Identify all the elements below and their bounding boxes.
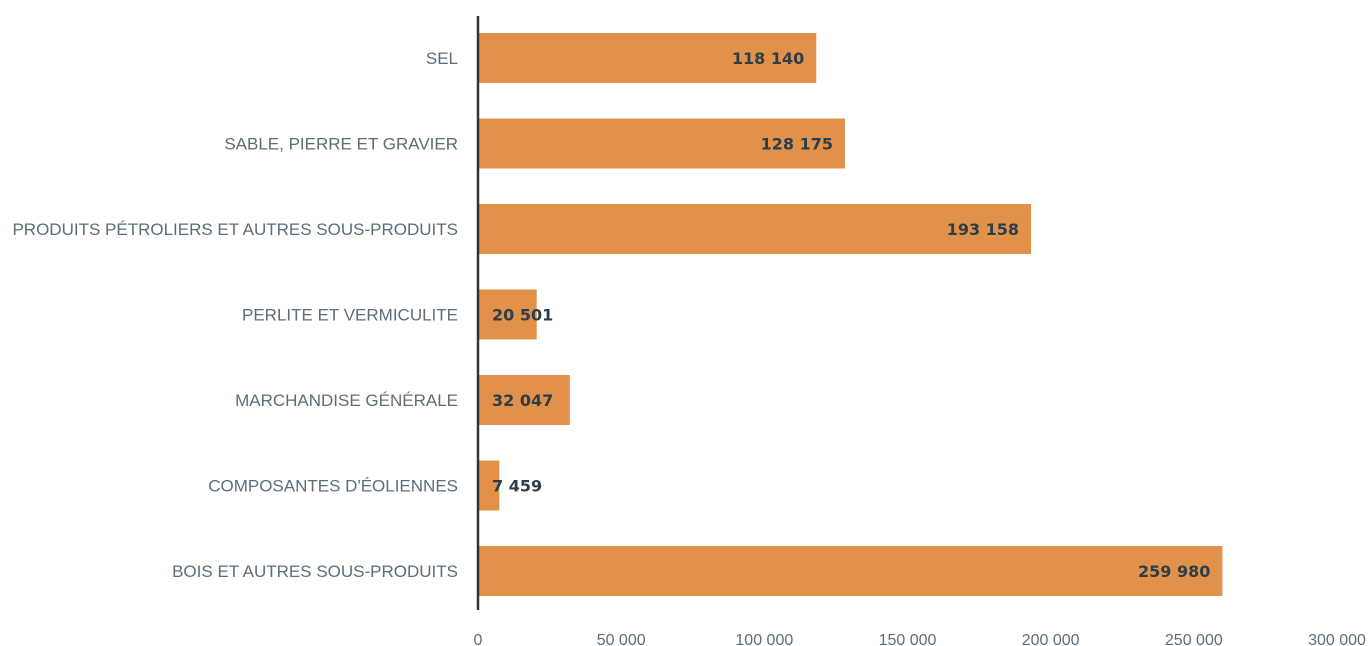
category-label: PRODUITS PÉTROLIERS ET AUTRES SOUS-PRODU… — [12, 220, 458, 239]
data-label: 259 980 — [1138, 562, 1210, 581]
bar — [478, 460, 500, 511]
data-label: 193 158 — [947, 220, 1019, 239]
data-label: 32 047 — [492, 391, 553, 410]
data-label: 7 459 — [492, 477, 542, 496]
bar — [478, 289, 537, 340]
x-tick-label: 0 — [474, 632, 483, 646]
category-label: MARCHANDISE GÉNÉRALE — [235, 391, 458, 410]
category-labels-group: SEL SABLE, PIERRE ET GRAVIER PRODUITS PÉTR… — [12, 49, 458, 581]
category-label: COMPOSANTES D'ÉOLIENNES — [208, 477, 458, 496]
data-labels-group: 118 140 128 175 193 158 20 501 32 047 7 459 25… — [492, 49, 1210, 581]
bars-group — [478, 33, 1223, 596]
x-tick-label: 100 000 — [735, 632, 793, 646]
category-label: SEL — [426, 49, 458, 68]
category-label: PERLITE ET VERMICULITE — [242, 306, 458, 325]
x-tick-label: 250 000 — [1165, 632, 1223, 646]
x-tick-label: 200 000 — [1022, 632, 1080, 646]
category-label: BOIS ET AUTRES SOUS-PRODUITS — [172, 562, 458, 581]
category-label: SABLE, PIERRE ET GRAVIER — [224, 135, 458, 154]
x-tick-label: 150 000 — [879, 632, 937, 646]
data-label: 20 501 — [492, 306, 553, 325]
bar — [478, 33, 817, 83]
x-tick-label: 50 000 — [597, 632, 646, 646]
x-axis-ticks-group: 0 50 000 100 000 150 000 200 000 250 000 300 0… — [474, 632, 1366, 646]
data-label: 118 140 — [732, 49, 804, 68]
bar — [478, 546, 1223, 596]
data-label: 128 175 — [761, 135, 833, 154]
bar — [478, 375, 570, 425]
bar — [478, 118, 846, 169]
x-tick-label: 300 000 — [1308, 632, 1366, 646]
bar — [478, 204, 1032, 254]
